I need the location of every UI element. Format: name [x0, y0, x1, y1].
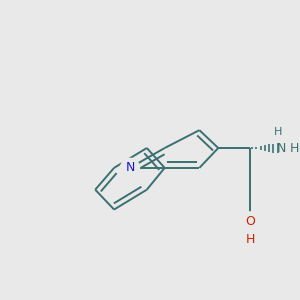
Circle shape [241, 212, 260, 231]
Text: H: H [245, 233, 255, 246]
Text: N: N [277, 142, 286, 154]
Circle shape [120, 158, 140, 177]
Text: H: H [274, 127, 283, 137]
Text: H: H [290, 142, 299, 154]
Text: N: N [125, 161, 135, 174]
Text: O: O [245, 215, 255, 228]
